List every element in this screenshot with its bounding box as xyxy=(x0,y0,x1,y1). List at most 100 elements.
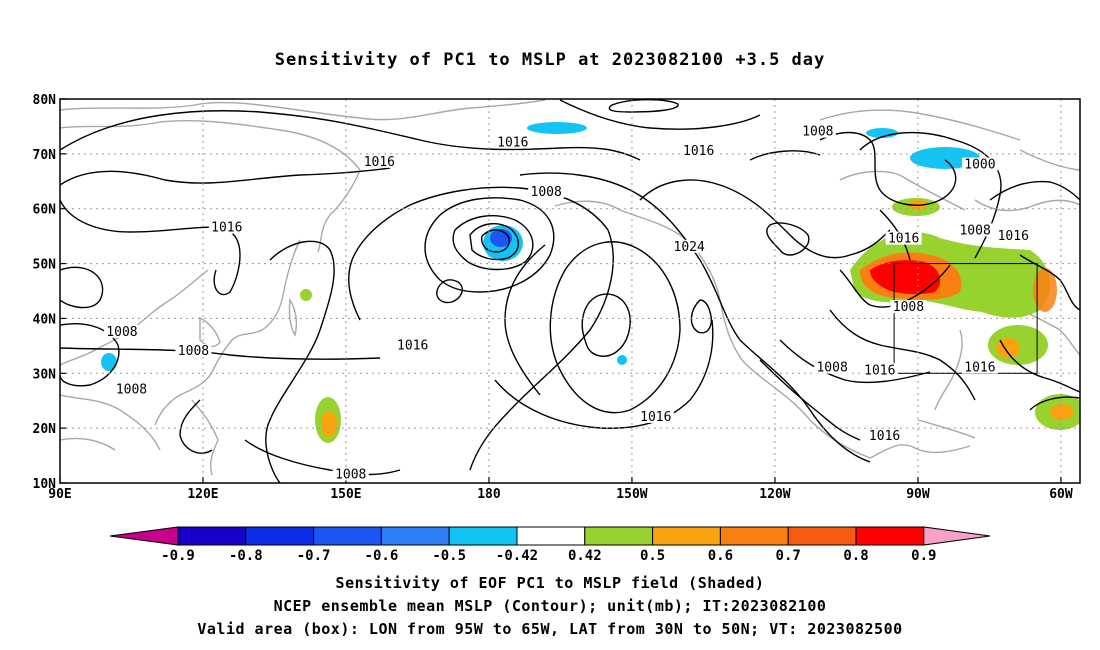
contour-label: 1016 xyxy=(497,136,528,151)
contour-label-bg xyxy=(175,344,212,358)
contour-label: 1008 xyxy=(335,468,366,483)
colorbar: -0.9 -0.8 -0.7 -0.6 -0.5 -0.42 0.42 0.5 0.6 0.7 0.… xyxy=(109,526,991,564)
contour-label-bg xyxy=(332,467,369,481)
y-tick-label: 40N xyxy=(33,312,57,327)
map-title: Sensitivity of PC1 to MSLP at 2023082100… xyxy=(274,50,826,70)
contour-label: 1016 xyxy=(888,232,919,247)
shade-blob-westpac xyxy=(101,353,117,371)
contour-label: 1008 xyxy=(106,325,137,340)
contour-label-bg xyxy=(494,135,531,149)
contour-label: 1008 xyxy=(531,185,562,200)
colorbar-swatch xyxy=(652,526,721,546)
colorbar-swatch xyxy=(855,526,925,546)
contour-labels: 1008 1016 1016 1016 1000 1008 1016 1008 1016 1016… xyxy=(103,124,1032,483)
contour-label-bg xyxy=(361,154,398,168)
colorbar-label: -0.7 xyxy=(297,548,331,564)
contour-label-bg xyxy=(637,409,674,423)
shade-blob-subtrop-atlantic-core xyxy=(1050,404,1074,420)
caption-line-2: NCEP ensemble mean MSLP (Contour); unit(… xyxy=(273,597,827,615)
x-tick-label: 150W xyxy=(616,487,647,502)
y-tick-label: 30N xyxy=(33,367,57,382)
x-tick-label: 120W xyxy=(759,487,790,502)
contour-label-bg xyxy=(995,228,1032,242)
caption-line-1: Sensitivity of EOF PC1 to MSLP field (Sh… xyxy=(335,574,765,592)
contour-label: 1016 xyxy=(964,361,995,376)
shade-blob-pacific xyxy=(617,355,627,365)
contour-label-bg xyxy=(528,185,565,198)
contour-label-bg xyxy=(103,324,140,338)
shade-blob-philippine-sea-core xyxy=(321,411,337,437)
caption-line-3: Valid area (box): LON from 95W to 65W, L… xyxy=(197,620,903,638)
mslp-contours xyxy=(60,99,1080,483)
contour-label: 1008 xyxy=(116,382,147,397)
contour-label: 1016 xyxy=(397,339,428,354)
contour-label-bg xyxy=(890,300,927,314)
colorbar-label: 0.6 xyxy=(708,548,733,564)
contour-label-bg xyxy=(208,220,245,234)
x-tick-label: 90W xyxy=(906,487,930,502)
x-tick-label: 60W xyxy=(1049,487,1073,502)
colorbar-label: -0.5 xyxy=(432,548,466,564)
colorbar-label: -0.8 xyxy=(229,548,263,564)
contour-label-bg xyxy=(861,363,898,377)
colorbar-label: 0.8 xyxy=(843,548,868,564)
shade-blob-midatlantic-core xyxy=(996,338,1020,358)
contour-label: 1008 xyxy=(802,125,833,140)
shade-blob-east-atlantic xyxy=(1033,268,1057,312)
y-tick-label: 80N xyxy=(33,93,57,108)
shade-blob-greenland-b xyxy=(866,128,898,138)
y-tick-label: 20N xyxy=(33,422,57,437)
x-tick-label: 150E xyxy=(330,487,361,502)
contour-label-bg xyxy=(113,382,150,396)
contour-label: 1016 xyxy=(869,429,900,444)
contour-label: 1016 xyxy=(864,363,895,378)
sensitivity-shading xyxy=(101,122,1080,443)
shade-blob-japan xyxy=(300,289,312,301)
contour-label-bg xyxy=(394,338,431,352)
contour-label: 1016 xyxy=(998,229,1029,244)
contour-label-bg xyxy=(866,429,903,443)
shade-blob-arctic xyxy=(527,122,587,134)
contour-label-bg xyxy=(680,143,717,157)
colorbar-swatch xyxy=(516,526,586,546)
contour-label-bg xyxy=(885,231,922,245)
colorbar-label: 0.5 xyxy=(640,548,665,564)
colorbar-swatch xyxy=(787,526,857,546)
colorbar-swatch xyxy=(380,526,450,546)
colorbar-swatch xyxy=(584,526,654,546)
contour-label-bg xyxy=(957,223,994,237)
contour-label: 1016 xyxy=(364,155,395,170)
colorbar-low-end xyxy=(109,526,179,546)
contour-label-bg xyxy=(961,360,998,374)
contour-label: 1000 xyxy=(964,158,995,173)
contour-label-bg xyxy=(671,239,708,253)
y-tick-label: 10N xyxy=(33,477,57,492)
colorbar-label: -0.9 xyxy=(161,548,195,564)
y-tick-label: 50N xyxy=(33,258,57,273)
contour-label: 1008 xyxy=(959,223,990,238)
contour-label-bg xyxy=(799,124,836,138)
colorbar-label: 0.7 xyxy=(776,548,801,564)
colorbar-label: -0.42 xyxy=(496,548,538,564)
colorbar-label: -0.6 xyxy=(365,548,399,564)
colorbar-label: 0.9 xyxy=(911,548,936,564)
contour-label: 1016 xyxy=(211,221,242,236)
contour-label: 1016 xyxy=(640,410,671,425)
gridlines xyxy=(60,99,1080,483)
colorbar-swatch xyxy=(719,526,789,546)
axis-ticks: 90E 120E 150E 180 150W 120W 90W 60W 80N 70N 60N 50N… xyxy=(33,93,1073,502)
shade-blob-atlantic-red xyxy=(870,260,941,295)
colorbar-high-end xyxy=(923,526,991,546)
colorbar-swatch xyxy=(245,526,315,546)
colorbar-swatch xyxy=(448,526,518,546)
x-tick-label: 180 xyxy=(477,487,501,502)
colorbar-swatch xyxy=(177,526,247,546)
contour-label: 1016 xyxy=(683,144,714,159)
contour-label: 1008 xyxy=(178,344,209,359)
colorbar-swatch xyxy=(313,526,382,546)
colorbar-label: 0.42 xyxy=(568,548,602,564)
plot-frame xyxy=(59,98,1081,484)
x-tick-label: 90E xyxy=(48,487,71,502)
contour-label-bg xyxy=(961,157,998,171)
